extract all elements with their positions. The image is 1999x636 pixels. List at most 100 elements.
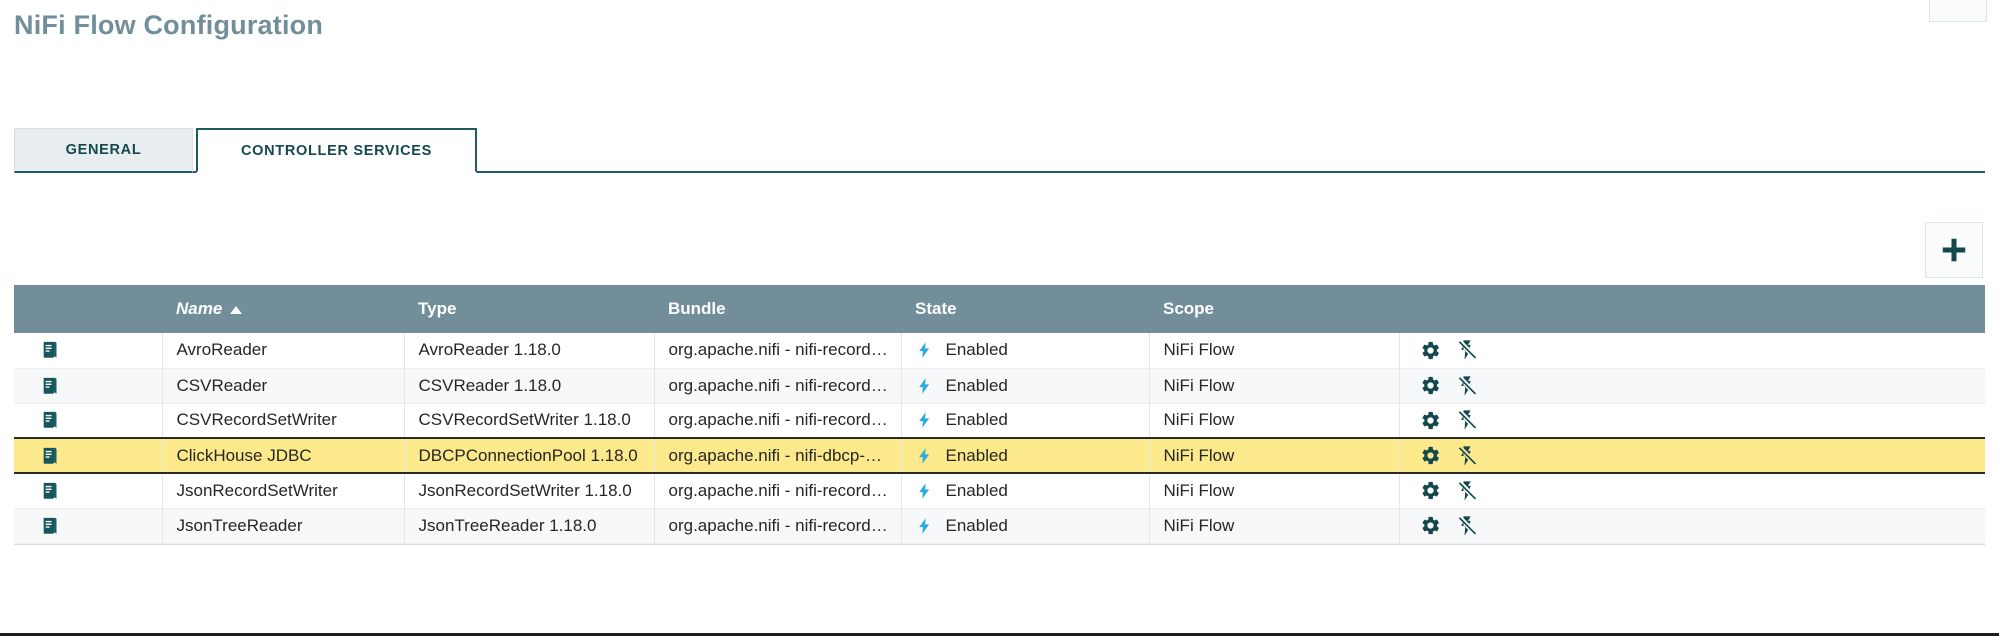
add-controller-service-button[interactable]: [1925, 222, 1983, 278]
book-icon: [43, 412, 57, 428]
cell-scope: NiFi Flow: [1149, 437, 1400, 474]
gear-icon[interactable]: [1420, 410, 1441, 431]
table-row[interactable]: JsonTreeReader JsonTreeReader 1.18.0 org.a…: [14, 508, 1985, 544]
table-row[interactable]: ClickHouse JDBC DBCPConnectionPool 1.18.0…: [14, 437, 1985, 474]
configure-button[interactable]: [1420, 375, 1441, 396]
status-badge: Enabled: [945, 480, 1008, 500]
cell-name: CSVReader: [162, 368, 405, 404]
tab-controller-services-label: CONTROLLER SERVICES: [240, 142, 433, 159]
book-icon: [43, 482, 57, 499]
lightning-bolt-icon: [918, 412, 929, 429]
row-documentation-cell[interactable]: [14, 333, 163, 369]
gear-icon[interactable]: [1420, 375, 1441, 396]
column-header-state[interactable]: State: [901, 285, 1149, 333]
close-icon: ×: [1952, 0, 1965, 6]
tab-general-label: GENERAL: [65, 142, 142, 158]
lightning-bolt-icon: [918, 517, 929, 534]
flash-off-icon[interactable]: [1457, 515, 1478, 537]
cell-name: AvroReader: [162, 333, 405, 369]
sort-ascending-icon: [230, 305, 243, 314]
cell-actions: [1399, 333, 1985, 369]
column-header-name-label: Name: [176, 299, 223, 318]
table-row[interactable]: AvroReader AvroReader 1.18.0 org.apache.ni…: [14, 333, 1985, 369]
plus-icon: [1942, 238, 1966, 262]
cell-name: JsonTreeReader: [162, 508, 405, 544]
cell-type: JsonRecordSetWriter 1.18.0: [404, 473, 655, 509]
flash-off-icon[interactable]: [1457, 375, 1478, 397]
row-documentation-cell[interactable]: [14, 508, 163, 544]
column-header-name[interactable]: Name: [162, 285, 404, 333]
cell-actions: [1399, 473, 1985, 509]
cell-state: Enabled: [901, 473, 1150, 509]
row-documentation-cell[interactable]: [14, 437, 163, 474]
flash-off-icon[interactable]: [1457, 445, 1478, 467]
disable-button[interactable]: [1457, 339, 1478, 361]
tab-controller-services[interactable]: CONTROLLER SERVICES: [196, 128, 477, 173]
gear-icon[interactable]: [1420, 445, 1441, 466]
cell-bundle: org.apache.nifi - nifi-record-…: [654, 333, 902, 369]
status-badge: Enabled: [945, 445, 1008, 465]
disable-button[interactable]: [1457, 375, 1478, 397]
cell-state: Enabled: [901, 508, 1150, 544]
controller-services-table: Name Type Bundle State Scope: [14, 285, 1985, 544]
table-row[interactable]: CSVReader CSVReader 1.18.0 org.apache.nifi…: [14, 368, 1985, 404]
column-header-bundle-label: Bundle: [668, 299, 726, 318]
lightning-bolt-icon: [918, 482, 929, 499]
cell-actions: [1399, 368, 1985, 404]
cell-bundle: org.apache.nifi - nifi-record-…: [654, 508, 902, 544]
status-badge: Enabled: [945, 375, 1008, 395]
column-header-bundle[interactable]: Bundle: [654, 285, 901, 333]
cell-bundle: org.apache.nifi - nifi-record-…: [654, 403, 902, 439]
close-button[interactable]: ×: [1929, 0, 1987, 22]
column-header-type[interactable]: Type: [404, 285, 654, 333]
row-documentation-cell[interactable]: [14, 368, 163, 404]
configure-button[interactable]: [1420, 515, 1441, 536]
configure-button[interactable]: [1420, 445, 1441, 466]
gear-icon[interactable]: [1420, 480, 1441, 501]
cell-actions: [1399, 437, 1985, 474]
disable-button[interactable]: [1457, 445, 1478, 467]
status-badge: Enabled: [945, 410, 1008, 430]
table-row[interactable]: CSVRecordSetWriter CSVRecordSetWriter 1.1…: [14, 403, 1985, 439]
status-badge: Enabled: [945, 515, 1008, 535]
cell-actions: [1399, 403, 1985, 439]
cell-scope: NiFi Flow: [1149, 473, 1400, 509]
tab-general[interactable]: GENERAL: [14, 128, 193, 173]
cell-state: Enabled: [901, 368, 1150, 404]
column-header-scope[interactable]: Scope: [1149, 285, 1399, 333]
column-header-icon: [14, 285, 162, 333]
flash-off-icon[interactable]: [1457, 339, 1478, 361]
table-row[interactable]: JsonRecordSetWriter JsonRecordSetWriter 1…: [14, 473, 1985, 509]
lightning-bolt-icon: [918, 447, 929, 464]
cell-type: JsonTreeReader 1.18.0: [404, 508, 655, 544]
disable-button[interactable]: [1457, 480, 1478, 502]
lightning-bolt-icon: [918, 342, 929, 359]
disable-button[interactable]: [1457, 409, 1478, 431]
configure-button[interactable]: [1420, 340, 1441, 361]
disable-button[interactable]: [1457, 515, 1478, 537]
cell-bundle: org.apache.nifi - nifi-record-…: [654, 368, 902, 404]
configure-button[interactable]: [1420, 410, 1441, 431]
configure-button[interactable]: [1420, 480, 1441, 501]
cell-name: CSVRecordSetWriter: [162, 403, 405, 439]
cell-name: ClickHouse JDBC: [162, 437, 405, 474]
tab-bar: GENERAL CONTROLLER SERVICES: [0, 128, 1999, 173]
flash-off-icon[interactable]: [1457, 409, 1478, 431]
gear-icon[interactable]: [1420, 340, 1441, 361]
cell-scope: NiFi Flow: [1149, 508, 1400, 544]
flash-off-icon[interactable]: [1457, 480, 1478, 502]
row-documentation-cell[interactable]: [14, 403, 163, 439]
cell-type: CSVReader 1.18.0: [404, 368, 655, 404]
cell-type: CSVRecordSetWriter 1.18.0: [404, 403, 655, 439]
status-badge: Enabled: [945, 340, 1008, 360]
cell-scope: NiFi Flow: [1149, 403, 1400, 439]
cell-state: Enabled: [901, 333, 1150, 369]
book-icon: [43, 342, 57, 358]
controller-services-table-container: Name Type Bundle State Scope: [14, 285, 1985, 545]
gear-icon[interactable]: [1420, 515, 1441, 536]
book-icon: [43, 377, 57, 394]
cell-type: AvroReader 1.18.0: [404, 333, 655, 369]
book-icon: [43, 517, 57, 534]
row-documentation-cell[interactable]: [14, 473, 163, 509]
